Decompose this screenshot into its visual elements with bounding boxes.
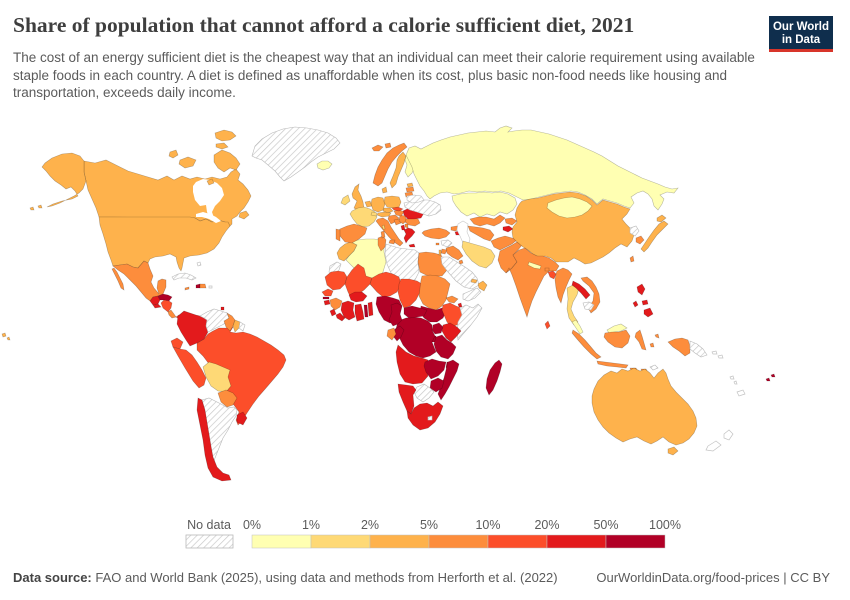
svg-text:100%: 100% bbox=[649, 518, 681, 532]
svg-text:2%: 2% bbox=[361, 518, 379, 532]
svg-text:50%: 50% bbox=[593, 518, 618, 532]
svg-text:5%: 5% bbox=[420, 518, 438, 532]
svg-text:1%: 1% bbox=[302, 518, 320, 532]
svg-text:20%: 20% bbox=[534, 518, 559, 532]
svg-text:No data: No data bbox=[187, 518, 231, 532]
svg-text:10%: 10% bbox=[475, 518, 500, 532]
svg-text:0%: 0% bbox=[243, 518, 261, 532]
